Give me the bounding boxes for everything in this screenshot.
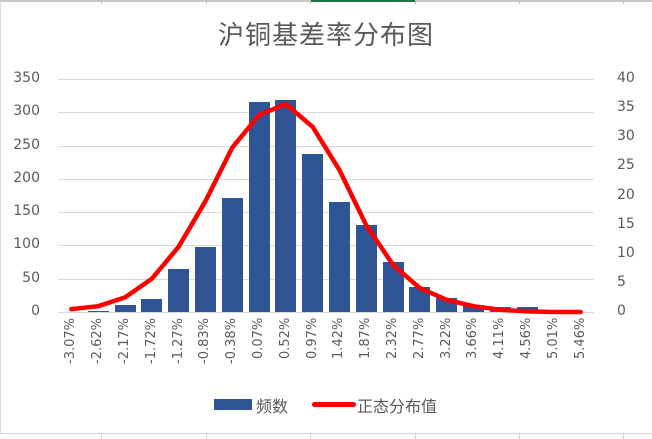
y-axis-right-tick: 15	[617, 216, 635, 232]
y-axis-left-tick: 350	[13, 70, 40, 86]
y-axis-left-tick: 250	[13, 137, 40, 153]
y-axis-left-tick: 300	[13, 103, 40, 119]
gridline	[58, 312, 594, 313]
gridline	[58, 79, 594, 80]
sheet-row-gridline	[0, 433, 652, 434]
chart-legend: 频数 正态分布值	[0, 392, 652, 416]
y-axis-right-tick: 5	[617, 274, 626, 290]
sheet-column-divider	[415, 0, 416, 4]
y-axis-right-tick: 30	[617, 128, 635, 144]
legend-line-label: 正态分布值	[357, 397, 438, 416]
y-axis-left-tick: 200	[13, 170, 40, 186]
gridline	[58, 179, 594, 180]
sheet-column-divider	[623, 0, 624, 4]
sheet-column-divider	[519, 433, 520, 439]
histogram-bar[interactable]	[248, 101, 270, 312]
gridline	[58, 279, 594, 280]
y-axis-right-tick: 20	[617, 187, 635, 203]
histogram-bar[interactable]	[275, 100, 297, 312]
sheet-column-divider	[206, 433, 207, 439]
y-axis-left-tick: 0	[31, 303, 40, 319]
histogram-bar[interactable]	[328, 202, 350, 312]
histogram-bar[interactable]	[114, 304, 136, 312]
histogram-bar[interactable]	[409, 286, 431, 312]
gridline	[58, 212, 594, 213]
sheet-column-divider	[101, 433, 102, 439]
legend-line-swatch	[312, 402, 356, 407]
histogram-bar[interactable]	[302, 154, 324, 312]
histogram-bar[interactable]	[462, 305, 484, 312]
selected-column-indicator	[310, 0, 415, 2]
histogram-bar[interactable]	[221, 198, 243, 312]
legend-bar-swatch	[214, 399, 252, 410]
histogram-bar[interactable]	[382, 262, 404, 312]
y-axis-right-tick: 0	[617, 303, 626, 319]
sheet-column-divider	[519, 0, 520, 4]
y-axis-right-tick: 25	[617, 157, 635, 173]
sheet-column-divider	[310, 433, 311, 439]
gridline	[58, 245, 594, 246]
y-axis-left-tick: 150	[13, 203, 40, 219]
chart-title: 沪铜基差率分布图	[217, 21, 434, 51]
y-axis-right-tick: 40	[617, 70, 635, 86]
gridline	[58, 112, 594, 113]
y-axis-left-tick: 100	[13, 236, 40, 252]
histogram-bar[interactable]	[141, 298, 163, 312]
sheet-column-divider	[415, 433, 416, 439]
histogram-bar[interactable]	[87, 310, 109, 312]
sheet-column-divider	[623, 433, 624, 439]
histogram-bar[interactable]	[355, 224, 377, 312]
y-axis-right-tick: 35	[617, 99, 635, 115]
sheet-column-divider	[101, 0, 102, 4]
histogram-bar[interactable]	[168, 268, 190, 312]
y-axis-right-tick: 10	[617, 245, 635, 261]
legend-bar-label: 频数	[256, 397, 289, 416]
histogram-bar[interactable]	[194, 246, 216, 312]
sheet-column-divider	[310, 0, 311, 4]
y-axis-left-tick: 50	[22, 270, 40, 286]
sheet-column-divider	[206, 0, 207, 4]
